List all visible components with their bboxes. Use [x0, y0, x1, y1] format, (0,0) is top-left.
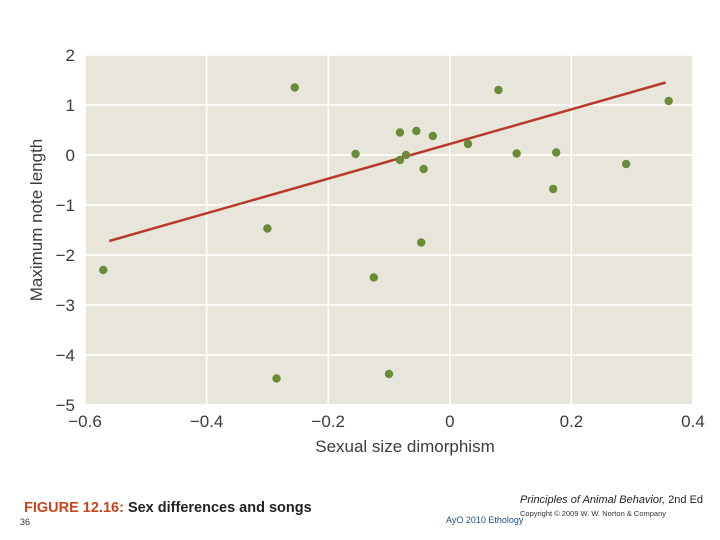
data-point [417, 238, 426, 247]
x-tick-label: −0.2 [311, 412, 345, 431]
y-axis-title: Maximum note length [27, 139, 46, 302]
figure-number: FIGURE 12.16: [24, 500, 124, 516]
data-point [552, 148, 561, 157]
y-tick-label: −4 [56, 346, 75, 365]
data-point [395, 155, 405, 165]
y-tick-label: −5 [56, 396, 75, 415]
data-point [369, 273, 378, 282]
book-title: Principles of Animal Behavior, [520, 494, 666, 506]
y-tick-label: 0 [66, 146, 75, 165]
copyright-notice: Copyright © 2009 W. W. Norton & Company [520, 509, 667, 518]
data-point [263, 224, 272, 233]
x-tick-label: −0.6 [68, 412, 102, 431]
data-point [494, 85, 503, 95]
data-point [351, 149, 360, 159]
slide-footer: AyO 2010 Ethology [446, 515, 524, 525]
x-tick-label: −0.4 [190, 412, 224, 431]
data-point [621, 159, 631, 169]
y-tick-label: 1 [66, 96, 75, 115]
data-point [99, 265, 108, 275]
x-axis-title: Sexual size dimorphism [315, 437, 495, 456]
regression-line [108, 81, 666, 243]
x-tick-label: 0.4 [681, 412, 705, 431]
data-point [290, 83, 299, 92]
data-point [548, 184, 558, 194]
data-point [463, 139, 473, 149]
y-tick-label: −2 [56, 246, 75, 265]
y-tick-label: −1 [56, 196, 75, 215]
data-point [512, 149, 521, 158]
x-tick-label: 0 [445, 412, 454, 431]
figure-title: Sex differences and songs [123, 500, 312, 516]
data-point [419, 164, 428, 174]
data-point [412, 126, 421, 136]
data-point [384, 369, 394, 379]
y-tick-label: −3 [56, 296, 75, 315]
book-credit: Principles of Animal Behavior, 2nd Ed [520, 494, 703, 506]
slide-number: 36 [20, 517, 31, 527]
data-point [272, 374, 281, 383]
y-tick-label: 2 [66, 46, 75, 65]
scatter-chart: −0.6 −0.4 −0.2 0 0.2 0.4 2 1 0 −1 −2 −3 −4 −5 Sexual… [27, 46, 705, 456]
x-tick-label: 0.2 [560, 412, 584, 431]
data-point [428, 131, 437, 141]
data-point [664, 96, 673, 106]
data-point [401, 150, 411, 160]
data-point [395, 128, 405, 137]
plot-background [85, 55, 693, 405]
figure-caption: FIGURE 12.16: Sex differences and songs [24, 500, 312, 516]
book-edition: 2nd Ed [665, 494, 704, 506]
